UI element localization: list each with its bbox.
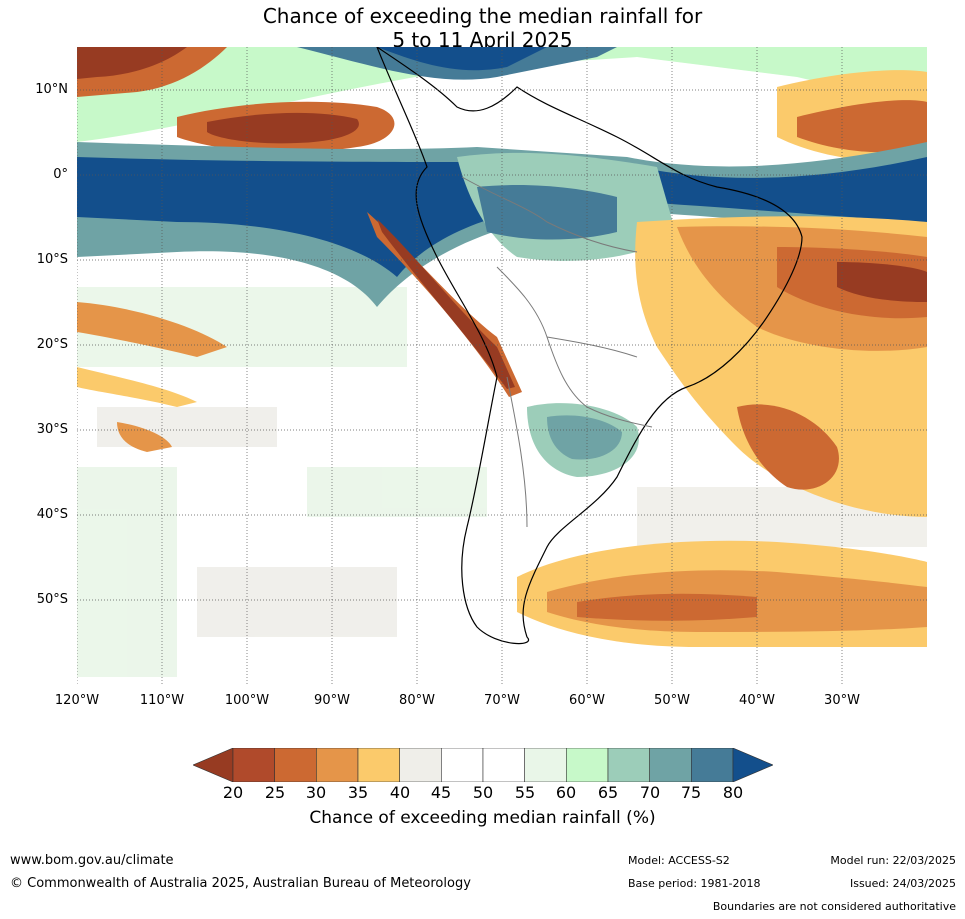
legend-bin-50-55 <box>482 748 525 782</box>
legend-bin-40-45 <box>399 748 442 782</box>
footer-issued: Issued: 24/03/2025 <box>849 877 956 890</box>
legend-tick-70: 70 <box>639 783 661 802</box>
footer-model: Model: ACCESS-S2 <box>628 854 730 867</box>
lon-label-80w: 80°W <box>399 693 435 708</box>
legend-tick-55: 55 <box>514 783 536 802</box>
legend-tick-40: 40 <box>389 783 411 802</box>
lat-label-30s: 30°S <box>36 422 68 437</box>
lat-label-50s: 50°S <box>36 592 68 607</box>
lat-label-10s: 10°S <box>36 252 68 267</box>
graticule <box>77 47 927 686</box>
lon-label-110w: 110°W <box>139 693 185 708</box>
footer-website: www.bom.gov.au/climate <box>10 853 174 868</box>
legend-tick-60: 60 <box>555 783 577 802</box>
lon-label-40w: 40°W <box>739 693 775 708</box>
lat-label-0: 0° <box>53 167 68 182</box>
footer-model-run: Model run: 22/03/2025 <box>830 854 956 867</box>
legend-bin-30-35 <box>316 748 359 782</box>
wet-band-north <box>77 47 927 142</box>
legend-tick-35: 35 <box>347 783 369 802</box>
legend-tick-30: 30 <box>305 783 327 802</box>
rainfall-map <box>77 47 927 686</box>
dry-patches-pacific <box>77 302 227 452</box>
lon-label-50w: 50°W <box>654 693 690 708</box>
lon-label-90w: 90°W <box>314 693 350 708</box>
legend-title: Chance of exceeding median rainfall (%) <box>309 808 656 828</box>
neutral-shading <box>77 287 927 677</box>
lat-label-10n: 10°N <box>35 82 68 97</box>
lon-label-30w: 30°W <box>824 693 860 708</box>
south-america-coastline <box>376 47 803 645</box>
legend-bin-60-65 <box>566 748 609 782</box>
lon-label-120w: 120°W <box>54 693 100 708</box>
footer-copyright: © Commonwealth of Australia 2025, Austra… <box>10 876 471 891</box>
legend-tick-65: 65 <box>597 783 619 802</box>
lat-label-20s: 20°S <box>36 337 68 352</box>
legend-tick-50: 50 <box>472 783 494 802</box>
legend-bin-70-75 <box>649 748 692 782</box>
map-title-line1: Chance of exceeding the median rainfall … <box>262 4 703 28</box>
legend-arrow-high <box>732 748 773 782</box>
legend-bin-75-80 <box>691 748 734 782</box>
legend-tick-75: 75 <box>680 783 702 802</box>
wet-region-laplata <box>527 403 639 477</box>
legend-tick-45: 45 <box>430 783 452 802</box>
lat-label-40s: 40°S <box>36 507 68 522</box>
legend-arrow-low <box>193 748 234 782</box>
lon-label-60w: 60°W <box>569 693 605 708</box>
legend-bin-45-50 <box>441 748 484 782</box>
color-legend <box>193 748 773 782</box>
legend-tick-25: 25 <box>264 783 286 802</box>
legend-bin-20-25 <box>232 748 275 782</box>
lon-label-100w: 100°W <box>224 693 270 708</box>
map-title: Chance of exceeding the median rainfall … <box>0 4 965 52</box>
wet-region-amazon <box>457 152 677 261</box>
dry-band-south <box>517 540 927 647</box>
legend-tick-20: 20 <box>222 783 244 802</box>
country-borders <box>461 176 653 528</box>
legend-bin-35-40 <box>357 748 400 782</box>
legend-bin-25-30 <box>274 748 317 782</box>
dry-strip-peru <box>367 212 522 397</box>
lon-label-70w: 70°W <box>484 693 520 708</box>
legend-bin-65-70 <box>607 748 650 782</box>
footer-disclaimer: Boundaries are not considered authoritat… <box>712 900 956 913</box>
dry-patches-north <box>77 47 927 161</box>
legend-bin-55-60 <box>524 748 567 782</box>
legend-tick-80: 80 <box>722 783 744 802</box>
footer-base-period: Base period: 1981-2018 <box>628 877 761 890</box>
dry-region-atlantic <box>635 216 927 517</box>
